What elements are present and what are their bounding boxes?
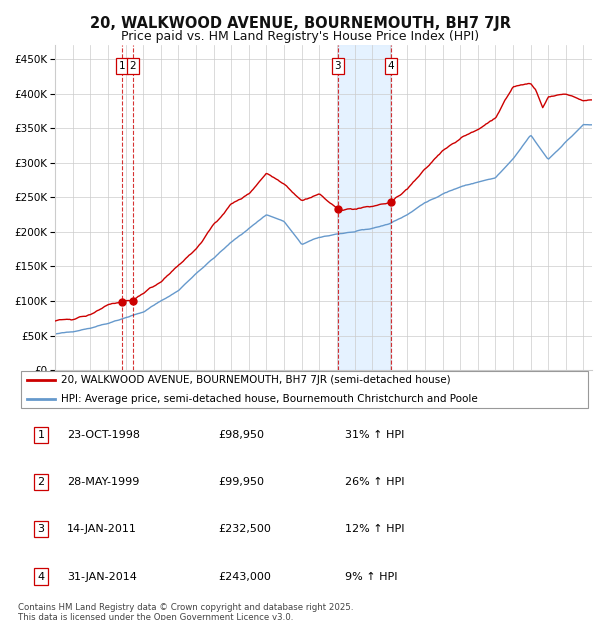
Text: 1: 1 xyxy=(37,430,44,440)
Text: HPI: Average price, semi-detached house, Bournemouth Christchurch and Poole: HPI: Average price, semi-detached house,… xyxy=(61,394,478,404)
Text: £243,000: £243,000 xyxy=(218,572,271,582)
Text: 3: 3 xyxy=(37,525,44,534)
Text: 2: 2 xyxy=(37,477,44,487)
Text: 3: 3 xyxy=(334,61,341,71)
Text: Price paid vs. HM Land Registry's House Price Index (HPI): Price paid vs. HM Land Registry's House … xyxy=(121,30,479,43)
Text: 4: 4 xyxy=(388,61,394,71)
Text: 1: 1 xyxy=(119,61,125,71)
Text: £232,500: £232,500 xyxy=(218,525,271,534)
Text: £98,950: £98,950 xyxy=(218,430,265,440)
Text: 2: 2 xyxy=(130,61,136,71)
Text: 26% ↑ HPI: 26% ↑ HPI xyxy=(344,477,404,487)
Text: 31% ↑ HPI: 31% ↑ HPI xyxy=(344,430,404,440)
Text: Contains HM Land Registry data © Crown copyright and database right 2025.
This d: Contains HM Land Registry data © Crown c… xyxy=(18,603,353,620)
Text: 14-JAN-2011: 14-JAN-2011 xyxy=(67,525,137,534)
Text: 20, WALKWOOD AVENUE, BOURNEMOUTH, BH7 7JR: 20, WALKWOOD AVENUE, BOURNEMOUTH, BH7 7J… xyxy=(89,16,511,31)
Text: 20, WALKWOOD AVENUE, BOURNEMOUTH, BH7 7JR (semi-detached house): 20, WALKWOOD AVENUE, BOURNEMOUTH, BH7 7J… xyxy=(61,374,451,384)
Text: 9% ↑ HPI: 9% ↑ HPI xyxy=(344,572,397,582)
Text: £99,950: £99,950 xyxy=(218,477,265,487)
Text: 12% ↑ HPI: 12% ↑ HPI xyxy=(344,525,404,534)
FancyBboxPatch shape xyxy=(21,371,588,409)
Text: 28-MAY-1999: 28-MAY-1999 xyxy=(67,477,139,487)
Bar xyxy=(338,45,391,370)
Text: 4: 4 xyxy=(37,572,44,582)
Text: 23-OCT-1998: 23-OCT-1998 xyxy=(67,430,140,440)
Text: 31-JAN-2014: 31-JAN-2014 xyxy=(67,572,137,582)
